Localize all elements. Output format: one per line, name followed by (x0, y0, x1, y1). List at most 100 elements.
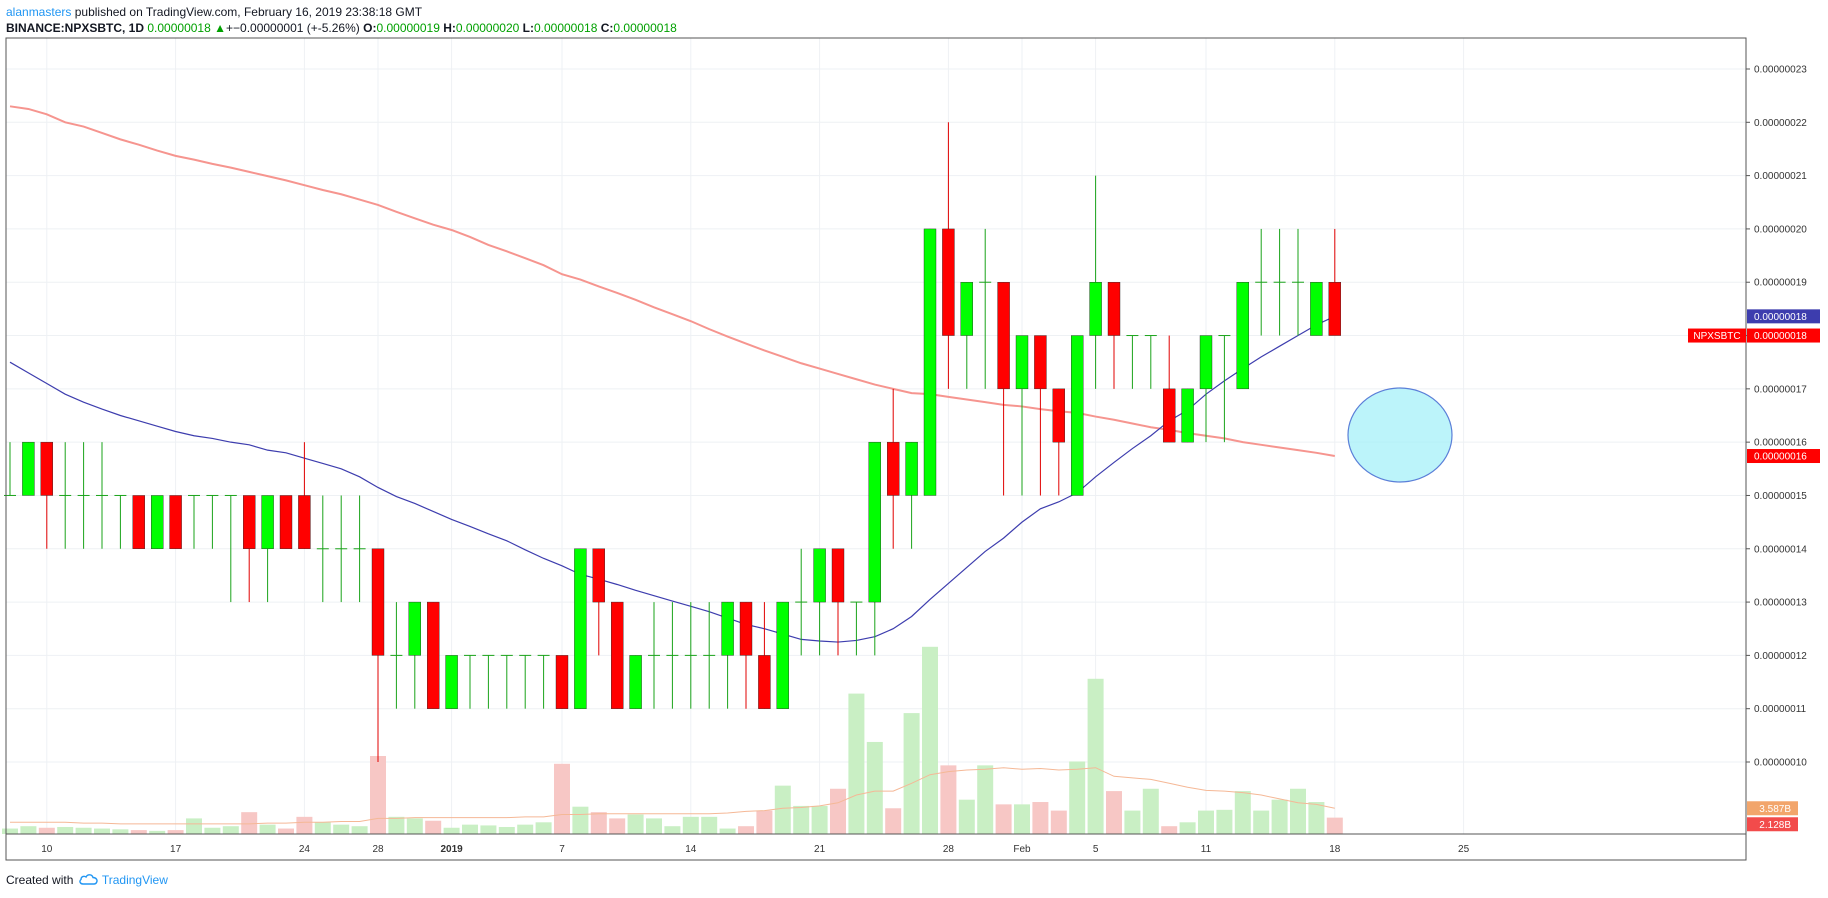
volume-bar (922, 646, 938, 834)
change-arrow-icon: ▲ (214, 21, 226, 35)
x-tick-label: 28 (372, 844, 384, 855)
volume-bar (774, 785, 791, 834)
ma-fast-line (9, 315, 1336, 643)
y-tick-label: 0.00000015 (1754, 491, 1807, 502)
candle (1144, 335, 1157, 389)
candle (1328, 228, 1342, 336)
candle (482, 654, 495, 709)
high-value: 0.00000020 (455, 21, 520, 35)
volume-bar (701, 816, 718, 834)
symbol-label[interactable]: BINANCE:NPXSBTC, 1D (6, 21, 145, 35)
candle-body (242, 495, 256, 549)
candle-body (960, 282, 973, 336)
volume-bar (535, 822, 552, 834)
candle (1070, 335, 1084, 496)
candle-body (1107, 282, 1121, 336)
candle (114, 494, 127, 549)
volume-ma-path (10, 767, 1335, 825)
y-tick-label: 0.00000016 (1754, 438, 1807, 449)
candle-body (942, 228, 955, 336)
volume-bar (995, 804, 1012, 834)
candle (261, 495, 274, 603)
volume-bar (903, 713, 920, 834)
candle-body (611, 601, 624, 709)
candle (96, 442, 108, 549)
x-tick-label: 28 (943, 844, 955, 855)
volume-bar (738, 826, 754, 834)
candle (1218, 335, 1231, 443)
candle-body (905, 441, 918, 496)
price-axis: 0.00000010 0.00000011 0.00000012 0.00000013… (1746, 64, 1807, 769)
ma-fast-tag-bg (1747, 309, 1820, 324)
candle (795, 548, 808, 656)
volume-bar (425, 820, 442, 834)
candle-body (150, 495, 164, 549)
price-tag-label: 0.00000018 (1754, 331, 1807, 342)
candle (611, 601, 624, 709)
candle-body (1052, 388, 1066, 443)
x-tick-label: 18 (1329, 844, 1341, 855)
candle-body (776, 601, 789, 709)
candle-body (629, 655, 642, 709)
candle (1255, 228, 1268, 336)
ma-slow-line (9, 105, 1335, 457)
candle (997, 282, 1010, 496)
close-label: C: (600, 21, 614, 35)
candle (1310, 282, 1323, 336)
volume-bar (259, 824, 276, 834)
tradingview-link[interactable]: TradingView (101, 873, 168, 887)
candle (1126, 335, 1139, 389)
symbol-tag-bg (1688, 328, 1746, 343)
volume-bar (1124, 810, 1141, 834)
volume-bar (1087, 678, 1104, 834)
candle (224, 494, 237, 603)
ma-slow-tag-label: 0.00000016 (1754, 452, 1807, 463)
volume-bar (756, 810, 773, 834)
volume-bar (1234, 791, 1251, 834)
volume-bar (664, 826, 681, 834)
volume-bar (977, 765, 994, 834)
chart-frame (5, 37, 1747, 861)
candle-body (887, 441, 900, 496)
y-tick-label: 0.00000021 (1754, 171, 1807, 182)
volume-bar (112, 829, 129, 834)
candle (574, 548, 587, 709)
candle (739, 601, 753, 709)
volume-bar (627, 814, 644, 834)
volume-bar (1179, 822, 1196, 834)
x-tick-label: 21 (814, 844, 826, 855)
volume-bar (1290, 788, 1306, 834)
candle (721, 601, 734, 709)
created-with-text: Created with (6, 873, 74, 887)
candle (684, 602, 697, 709)
volume-bar (204, 827, 221, 834)
candle-body (408, 601, 421, 656)
candle (519, 654, 532, 709)
volume-bar (130, 830, 147, 834)
volume-bar (480, 825, 497, 834)
candle-body (1015, 335, 1029, 390)
y-tick-label: 0.00000019 (1754, 278, 1807, 289)
volume-bar (296, 816, 313, 834)
volume-bar (370, 756, 386, 834)
volume-ma-tag-bg (1747, 801, 1798, 816)
candle (59, 442, 72, 549)
y-tick-label: 0.00000013 (1754, 598, 1807, 609)
volume-bar (186, 818, 202, 834)
candle-body (169, 495, 182, 549)
candle (776, 601, 789, 709)
open-label: O: (363, 21, 377, 35)
volume-bar (443, 827, 460, 834)
volume-bar (75, 827, 92, 834)
candle-body (1310, 282, 1323, 336)
candle-body (813, 548, 826, 603)
author-link[interactable]: alanmasters (6, 5, 72, 19)
candle-body (721, 601, 734, 656)
candle (169, 495, 182, 549)
volume-bar (1216, 809, 1233, 834)
candle-body (1236, 282, 1250, 390)
candle (500, 654, 513, 709)
volume-bar (498, 826, 515, 834)
volume-ma-tag-label: 3.587B (1759, 804, 1791, 815)
